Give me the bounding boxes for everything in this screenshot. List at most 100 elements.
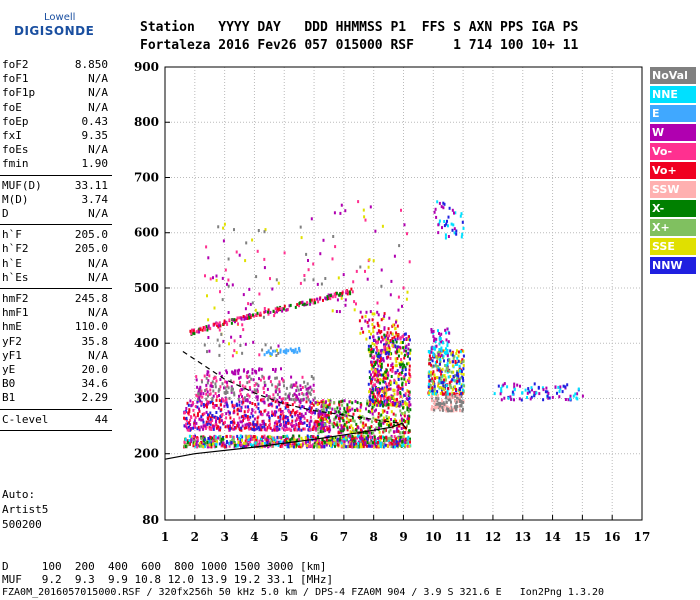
echo-point <box>384 443 387 447</box>
echo-point <box>432 329 435 333</box>
echo-point <box>404 437 407 441</box>
trace-point <box>248 316 251 320</box>
echo-point <box>371 412 374 416</box>
echo-point <box>407 351 410 355</box>
echo-point <box>210 445 213 449</box>
echo-point <box>409 348 412 352</box>
param-value: N/A <box>88 72 108 86</box>
echo-point <box>329 428 332 432</box>
echo-point <box>451 350 454 354</box>
echo-point <box>377 355 380 358</box>
echo-point <box>344 298 347 302</box>
echo-point <box>295 398 298 402</box>
echo-point <box>230 400 233 404</box>
echo-point <box>315 438 318 442</box>
trace-point <box>341 291 344 295</box>
echo-point <box>458 379 461 383</box>
echo-point <box>267 438 270 442</box>
echo-point <box>279 415 282 419</box>
echo-point <box>355 302 357 306</box>
echo-point <box>390 410 393 414</box>
echo-point <box>511 390 514 394</box>
echo-point <box>203 412 206 416</box>
trace-point <box>339 292 342 296</box>
echo-point <box>205 410 208 414</box>
echo-point <box>260 410 262 414</box>
echo-point <box>403 332 406 336</box>
echo-point <box>453 379 456 383</box>
echo-point <box>385 393 388 397</box>
trace-point <box>243 315 246 319</box>
echo-point <box>356 436 358 440</box>
echo-point <box>214 423 217 427</box>
echo-point <box>389 387 392 391</box>
echo-point <box>244 259 247 263</box>
echo-point <box>308 405 311 409</box>
param-name: C-level <box>2 412 49 426</box>
echo-point <box>301 392 304 395</box>
echo-point <box>246 410 249 413</box>
echo-point <box>299 225 302 229</box>
echo-point <box>313 422 316 425</box>
echo-point <box>346 403 349 407</box>
trace-point <box>269 310 272 314</box>
echo-point <box>366 403 369 407</box>
echo-point <box>404 332 407 336</box>
echo-point <box>432 382 435 386</box>
echo-point <box>325 413 328 417</box>
echo-point <box>437 393 439 397</box>
echo-point <box>358 443 361 447</box>
echo-point <box>435 402 438 406</box>
echo-point <box>450 222 453 226</box>
echo-point <box>224 425 227 429</box>
echo-point <box>268 435 271 439</box>
echo-point <box>192 441 195 445</box>
echo-point <box>337 425 339 429</box>
echo-point <box>232 418 235 422</box>
echo-point <box>444 391 447 395</box>
echo-point <box>444 328 447 332</box>
echo-point <box>296 385 299 389</box>
echo-point <box>343 440 346 444</box>
param-value: N/A <box>88 270 108 284</box>
echo-point <box>227 284 230 288</box>
echo-point <box>190 426 193 430</box>
echo-point <box>205 397 208 401</box>
echo-point <box>219 438 222 441</box>
echo-point <box>320 405 323 409</box>
echo-point <box>388 347 391 351</box>
echo-point <box>234 404 237 408</box>
echo-point <box>368 370 371 374</box>
echo-point <box>287 409 290 413</box>
echo-point <box>384 335 387 339</box>
echo-point <box>378 391 381 395</box>
echo-point <box>558 395 561 399</box>
echo-point <box>389 352 392 356</box>
echo-point <box>558 389 561 393</box>
echo-point <box>380 362 383 366</box>
echo-point <box>308 391 311 395</box>
echo-point <box>438 405 441 409</box>
echo-point <box>396 435 399 439</box>
echo-point <box>275 354 278 357</box>
echo-point <box>386 422 389 426</box>
trace-point <box>235 318 238 322</box>
echo-point <box>457 359 460 363</box>
echo-point <box>205 245 208 249</box>
echo-point <box>404 441 407 444</box>
echo-point <box>378 337 380 341</box>
param-fof2: foF2 8.850 <box>2 58 108 72</box>
echo-point <box>197 425 200 429</box>
trace-point <box>238 368 240 372</box>
echo-point <box>448 395 451 399</box>
echo-point <box>384 348 387 352</box>
echo-point <box>457 374 460 378</box>
echo-point <box>387 403 390 407</box>
echo-point <box>368 336 371 340</box>
echo-point <box>437 353 440 357</box>
echo-point <box>287 421 290 425</box>
echo-point <box>452 360 455 364</box>
echo-point <box>461 220 464 224</box>
echo-point <box>372 364 375 368</box>
echo-point <box>518 397 521 401</box>
